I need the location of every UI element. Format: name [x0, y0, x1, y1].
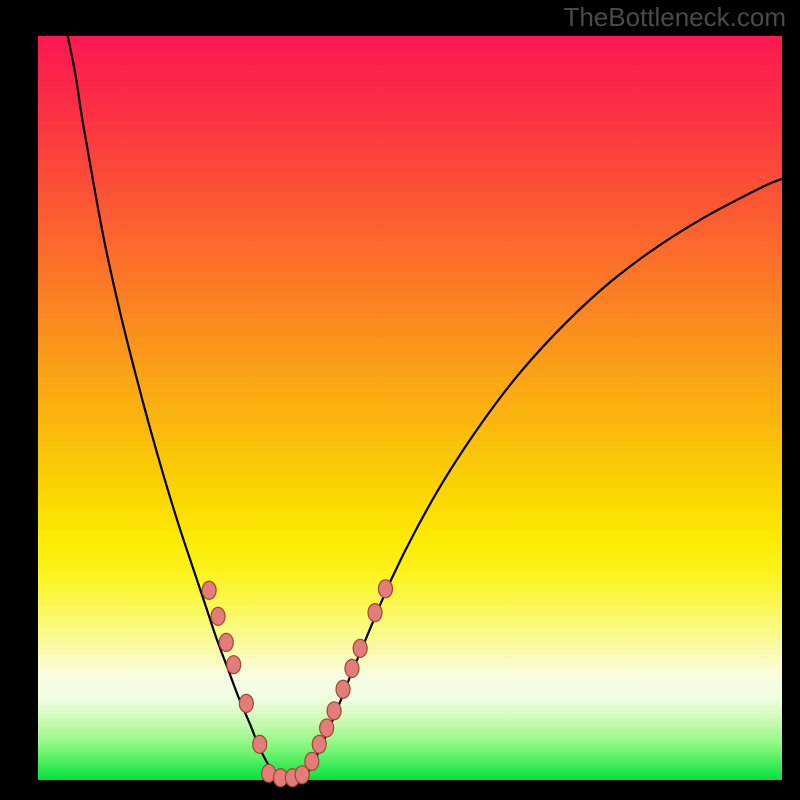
watermark-text: TheBottleneck.com — [563, 2, 786, 33]
marker-point — [336, 680, 350, 698]
marker-point — [211, 607, 225, 625]
marker-point — [305, 752, 319, 770]
marker-point — [327, 702, 341, 720]
bottleneck-chart — [0, 0, 800, 800]
marker-point — [239, 694, 253, 712]
marker-point — [312, 735, 326, 753]
gradient-background — [38, 36, 782, 780]
marker-point — [378, 580, 392, 598]
marker-point — [368, 604, 382, 622]
marker-point — [202, 581, 216, 599]
marker-point — [219, 633, 233, 651]
marker-point — [253, 735, 267, 753]
chart-frame: TheBottleneck.com — [0, 0, 800, 800]
marker-point — [227, 656, 241, 674]
marker-point — [353, 639, 367, 657]
marker-point — [320, 719, 334, 737]
marker-point — [345, 659, 359, 677]
